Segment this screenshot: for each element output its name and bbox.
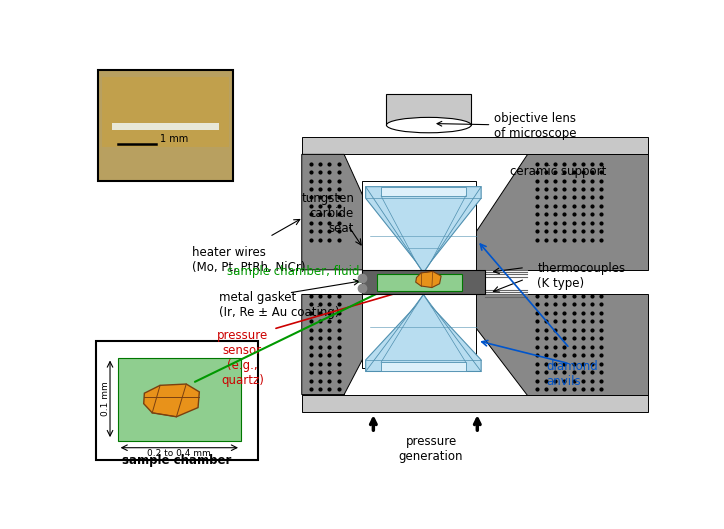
Text: pressure
generation: pressure generation xyxy=(399,435,463,463)
FancyBboxPatch shape xyxy=(362,270,485,295)
FancyBboxPatch shape xyxy=(377,273,462,290)
Polygon shape xyxy=(450,154,648,270)
FancyBboxPatch shape xyxy=(302,154,344,248)
Ellipse shape xyxy=(387,117,471,133)
Text: ceramic support: ceramic support xyxy=(510,165,607,178)
Text: 0.1 mm: 0.1 mm xyxy=(101,381,110,416)
FancyBboxPatch shape xyxy=(527,154,610,248)
Text: metal gasket
(Ir, Re ± Au coating): metal gasket (Ir, Re ± Au coating) xyxy=(219,290,340,318)
Polygon shape xyxy=(450,295,648,395)
FancyBboxPatch shape xyxy=(102,77,230,147)
FancyBboxPatch shape xyxy=(362,295,476,368)
Text: tungsten
carbide
seat: tungsten carbide seat xyxy=(301,192,354,235)
FancyBboxPatch shape xyxy=(387,94,471,125)
FancyBboxPatch shape xyxy=(96,341,258,460)
FancyBboxPatch shape xyxy=(118,358,241,441)
FancyBboxPatch shape xyxy=(527,317,610,395)
Polygon shape xyxy=(416,271,441,288)
Polygon shape xyxy=(302,154,397,270)
Polygon shape xyxy=(366,295,481,371)
Text: 0.2 to 0.4 mm: 0.2 to 0.4 mm xyxy=(148,449,211,458)
FancyBboxPatch shape xyxy=(302,395,648,412)
Text: sample chamber: sample chamber xyxy=(122,454,232,467)
Polygon shape xyxy=(302,295,397,395)
FancyBboxPatch shape xyxy=(302,317,344,395)
Text: pressure
sensor
(e.g.,
quartz): pressure sensor (e.g., quartz) xyxy=(216,329,268,387)
Text: heater wires
(Mo, Pt, PtRh, NiCr): heater wires (Mo, Pt, PtRh, NiCr) xyxy=(193,246,306,274)
FancyBboxPatch shape xyxy=(98,70,233,181)
Polygon shape xyxy=(143,384,199,417)
Text: sample chamber, fluid: sample chamber, fluid xyxy=(227,265,373,285)
FancyBboxPatch shape xyxy=(302,138,648,154)
Polygon shape xyxy=(381,362,466,371)
FancyBboxPatch shape xyxy=(112,123,219,131)
Text: diamond
anvils: diamond anvils xyxy=(547,360,598,388)
Polygon shape xyxy=(366,187,481,273)
Text: thermocouples
(K type): thermocouples (K type) xyxy=(537,262,626,290)
FancyBboxPatch shape xyxy=(362,181,476,270)
Text: objective lens
of microscope: objective lens of microscope xyxy=(437,112,577,140)
Polygon shape xyxy=(381,187,466,196)
Text: 1 mm: 1 mm xyxy=(160,133,188,143)
